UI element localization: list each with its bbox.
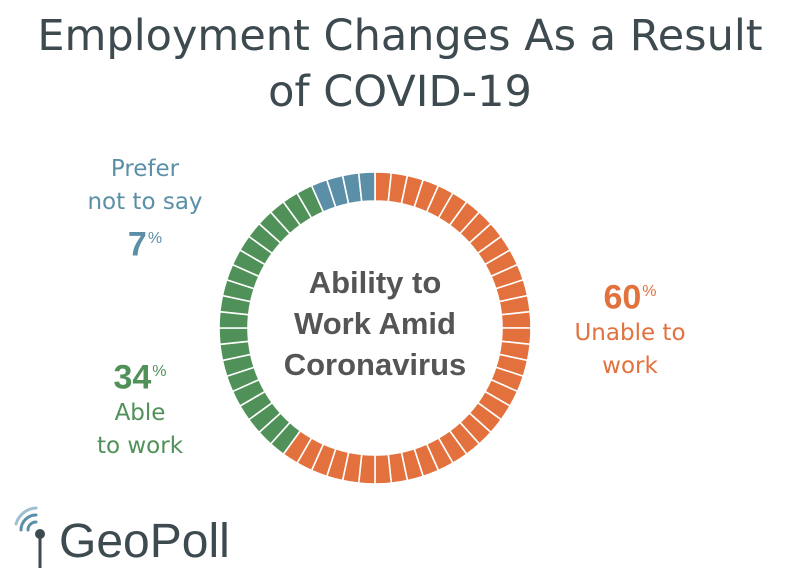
able-label-line-2: to work	[96, 433, 184, 460]
donut-segment-prefer	[357, 171, 376, 203]
able-percent: 34%	[70, 352, 210, 397]
title-line-1: Employment Changes As a Result	[37, 11, 763, 61]
unable-value: 60	[603, 278, 642, 317]
donut-segment-unable	[500, 310, 532, 329]
able-label-line-1: Able	[114, 400, 166, 427]
donut-segment-able	[218, 327, 250, 346]
unable-label-line-1: Unable to	[574, 320, 686, 347]
prefer-unit: %	[147, 230, 163, 247]
center-label-line-2: Work Amid	[294, 306, 456, 341]
chart-title: Employment Changes As a Result of COVID-…	[0, 8, 800, 120]
title-line-2: of COVID-19	[268, 67, 532, 117]
unable-unit: %	[642, 283, 657, 300]
donut-center-label: Ability to Work Amid Coronavirus	[250, 262, 500, 385]
unable-label-line-2: work	[602, 353, 658, 380]
logo-text: GeoPoll	[59, 515, 230, 568]
prefer-label-line-2: not to say	[87, 189, 203, 215]
able-unit: %	[152, 363, 167, 380]
prefer-value: 7	[127, 225, 147, 264]
center-label-line-3: Coronavirus	[283, 347, 467, 382]
geopoll-logo: GeoPoll	[14, 506, 254, 576]
unable-percent: 60%	[555, 272, 705, 317]
able-value: 34	[113, 358, 152, 397]
center-label-line-1: Ability to	[308, 265, 442, 300]
prefer-label-line-1: Prefer	[110, 156, 180, 182]
callout-unable-to-work: 60% Unable to work	[555, 272, 705, 383]
donut-segment-unable	[374, 453, 393, 485]
prefer-percent: 7%	[75, 219, 215, 264]
callout-prefer-not-to-say: Prefer not to say 7%	[75, 153, 215, 264]
signal-pin-icon	[14, 506, 45, 568]
callout-able-to-work: 34% Able to work	[70, 352, 210, 463]
